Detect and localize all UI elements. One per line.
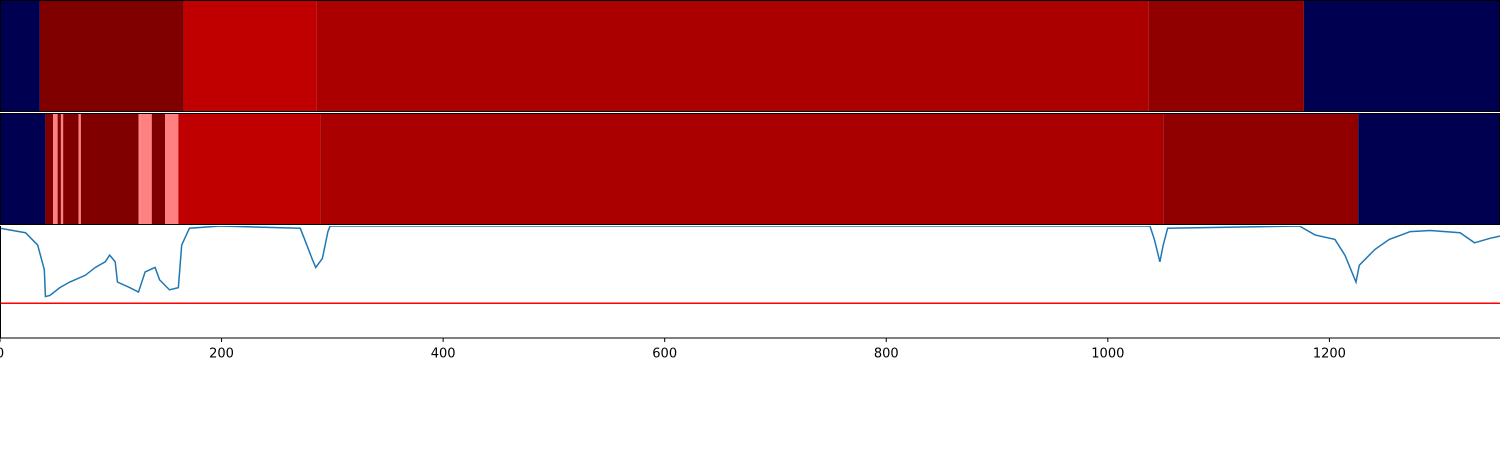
segment [140, 113, 152, 225]
segment [60, 113, 64, 225]
line-panel [0, 226, 1500, 305]
segment [165, 113, 179, 225]
segment [1148, 0, 1304, 112]
segment [63, 113, 79, 225]
x-tick-label: 200 [209, 347, 234, 362]
segment [178, 113, 321, 225]
segment [1358, 113, 1500, 225]
x-tick-label: 600 [652, 347, 677, 362]
segment [0, 0, 40, 112]
segment [0, 113, 46, 225]
segment [1163, 113, 1359, 225]
segment [138, 113, 141, 225]
segment [183, 0, 317, 112]
segment [320, 113, 1164, 225]
segment [39, 0, 184, 112]
x-tick-label: 1200 [1313, 347, 1346, 362]
line [0, 226, 1500, 298]
x-tick-label: 400 [431, 347, 456, 362]
x-tick-label: 800 [874, 347, 899, 362]
x-tick-label: 0 [0, 347, 4, 362]
segment [80, 113, 139, 225]
segment [53, 113, 58, 225]
segment [1303, 0, 1500, 112]
segment [78, 113, 81, 225]
segment [151, 113, 166, 225]
segment [45, 113, 54, 225]
segment [316, 0, 1149, 112]
x-tick-label: 1000 [1091, 347, 1124, 362]
segment [57, 113, 61, 225]
